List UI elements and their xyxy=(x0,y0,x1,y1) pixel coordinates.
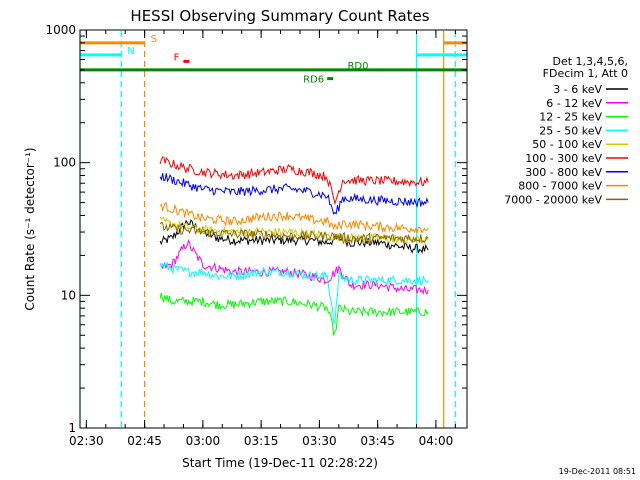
x-tick-label: 02:45 xyxy=(127,434,162,448)
x-tick-label: 03:00 xyxy=(186,434,221,448)
series-line xyxy=(159,292,429,336)
y-tick-label: 1000 xyxy=(45,23,76,37)
series-line xyxy=(159,260,429,325)
legend-entry-label: 100 - 300 keV xyxy=(525,152,602,165)
flag-label: F xyxy=(174,52,180,63)
chart-title: HESSI Observing Summary Count Rates xyxy=(130,7,429,25)
series-line xyxy=(159,222,429,244)
x-tick-label: 04:00 xyxy=(419,434,454,448)
legend: Det 1,3,4,5,6,FDecim 1, Att 0 3 - 6 keV6 … xyxy=(504,55,628,206)
legend-entry-label: 12 - 25 keV xyxy=(539,111,602,124)
flag-label: RD6 xyxy=(303,75,324,86)
axes: 02:30 02:45 03:00 03:15 03:30 03:45 04:00 1 10 10… xyxy=(45,23,467,448)
y-axis-label: Count Rate (s⁻¹ detector⁻¹) xyxy=(23,147,37,310)
series-line xyxy=(159,216,429,246)
legend-entry-label: 300 - 800 keV xyxy=(525,166,602,179)
flag-label: S xyxy=(151,34,157,45)
y-tick-label: 1 xyxy=(68,421,76,435)
x-tick-label: 02:30 xyxy=(69,434,104,448)
observing-flags: S N F RD0 RD6 xyxy=(80,34,467,86)
legend-entry-label: 6 - 12 keV xyxy=(546,97,602,110)
series-line xyxy=(159,173,429,215)
legend-entry-label: 3 - 6 keV xyxy=(553,83,602,96)
flag-label: N xyxy=(127,46,134,57)
y-tick-label: 100 xyxy=(53,156,76,170)
y-tick-label: 10 xyxy=(61,288,76,302)
legend-entry-label: 7000 - 20000 keV xyxy=(504,193,602,206)
flag-label: RD0 xyxy=(347,61,368,72)
legend-entry-label: 50 - 100 keV xyxy=(532,138,602,151)
timestamp: 19-Dec-2011 08:51 xyxy=(559,467,636,476)
plot-frame xyxy=(79,29,468,429)
series-line xyxy=(159,156,429,206)
series-group xyxy=(159,156,429,336)
legend-header: Det 1,3,4,5,6, xyxy=(552,55,628,68)
legend-entry-label: 25 - 50 keV xyxy=(539,124,602,137)
x-tick-label: 03:30 xyxy=(302,434,337,448)
x-tick-label: 03:45 xyxy=(360,434,395,448)
x-tick-label: 03:15 xyxy=(244,434,279,448)
x-axis-label: Start Time (19-Dec-11 02:28:22) xyxy=(182,456,378,470)
series-line xyxy=(159,202,429,235)
series-line xyxy=(159,238,429,296)
legend-entry-label: 800 - 7000 keV xyxy=(518,180,602,193)
legend-header: FDecim 1, Att 0 xyxy=(543,67,628,80)
